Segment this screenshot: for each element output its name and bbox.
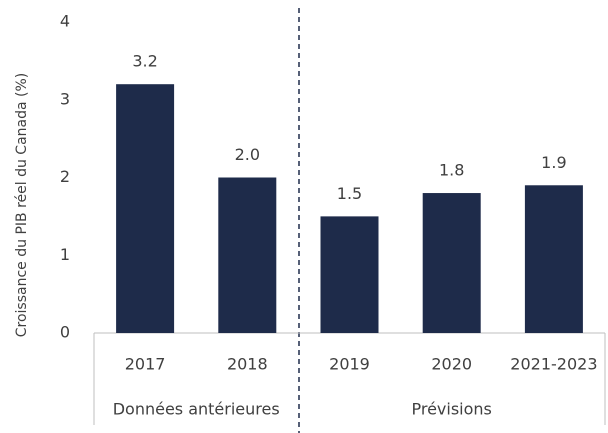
x-tick-label: 2019 <box>329 355 370 374</box>
x-tick-label: 2020 <box>431 355 472 374</box>
y-tick-label: 1 <box>60 245 70 264</box>
y-tick-label: 2 <box>60 167 70 186</box>
x-tick-label: 2018 <box>227 355 268 374</box>
value-label: 1.8 <box>439 161 464 180</box>
y-axis-title: Croissance du PIB réel du Canada (%) <box>14 73 30 338</box>
value-label: 2.0 <box>235 145 260 164</box>
y-tick-label: 3 <box>60 89 70 108</box>
value-label: 3.2 <box>132 52 157 71</box>
bar <box>116 84 175 333</box>
bar <box>320 216 379 333</box>
group-label: Données antérieures <box>113 400 280 419</box>
y-tick-label: 0 <box>60 323 70 342</box>
value-label: 1.9 <box>541 153 566 172</box>
bar <box>218 177 277 333</box>
group-label: Prévisions <box>411 400 491 419</box>
x-tick-label: 2021-2023 <box>510 355 597 374</box>
x-tick-label: 2017 <box>125 355 166 374</box>
y-tick-label: 4 <box>60 12 70 31</box>
bar <box>524 185 583 333</box>
value-label: 1.5 <box>337 184 362 203</box>
bar <box>422 193 481 333</box>
